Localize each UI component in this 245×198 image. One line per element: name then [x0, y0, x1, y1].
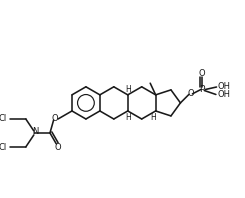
Text: H: H	[125, 85, 131, 94]
Text: Cl: Cl	[0, 113, 7, 123]
Text: H: H	[125, 113, 131, 122]
Text: P: P	[200, 85, 205, 94]
Text: N: N	[32, 127, 38, 136]
Text: O: O	[187, 89, 194, 98]
Text: O: O	[51, 114, 58, 123]
Text: O: O	[199, 69, 206, 78]
Text: O: O	[55, 143, 61, 152]
Text: H: H	[150, 113, 156, 122]
Text: Cl: Cl	[0, 143, 7, 152]
Text: OH: OH	[218, 82, 231, 91]
Text: OH: OH	[217, 90, 230, 99]
